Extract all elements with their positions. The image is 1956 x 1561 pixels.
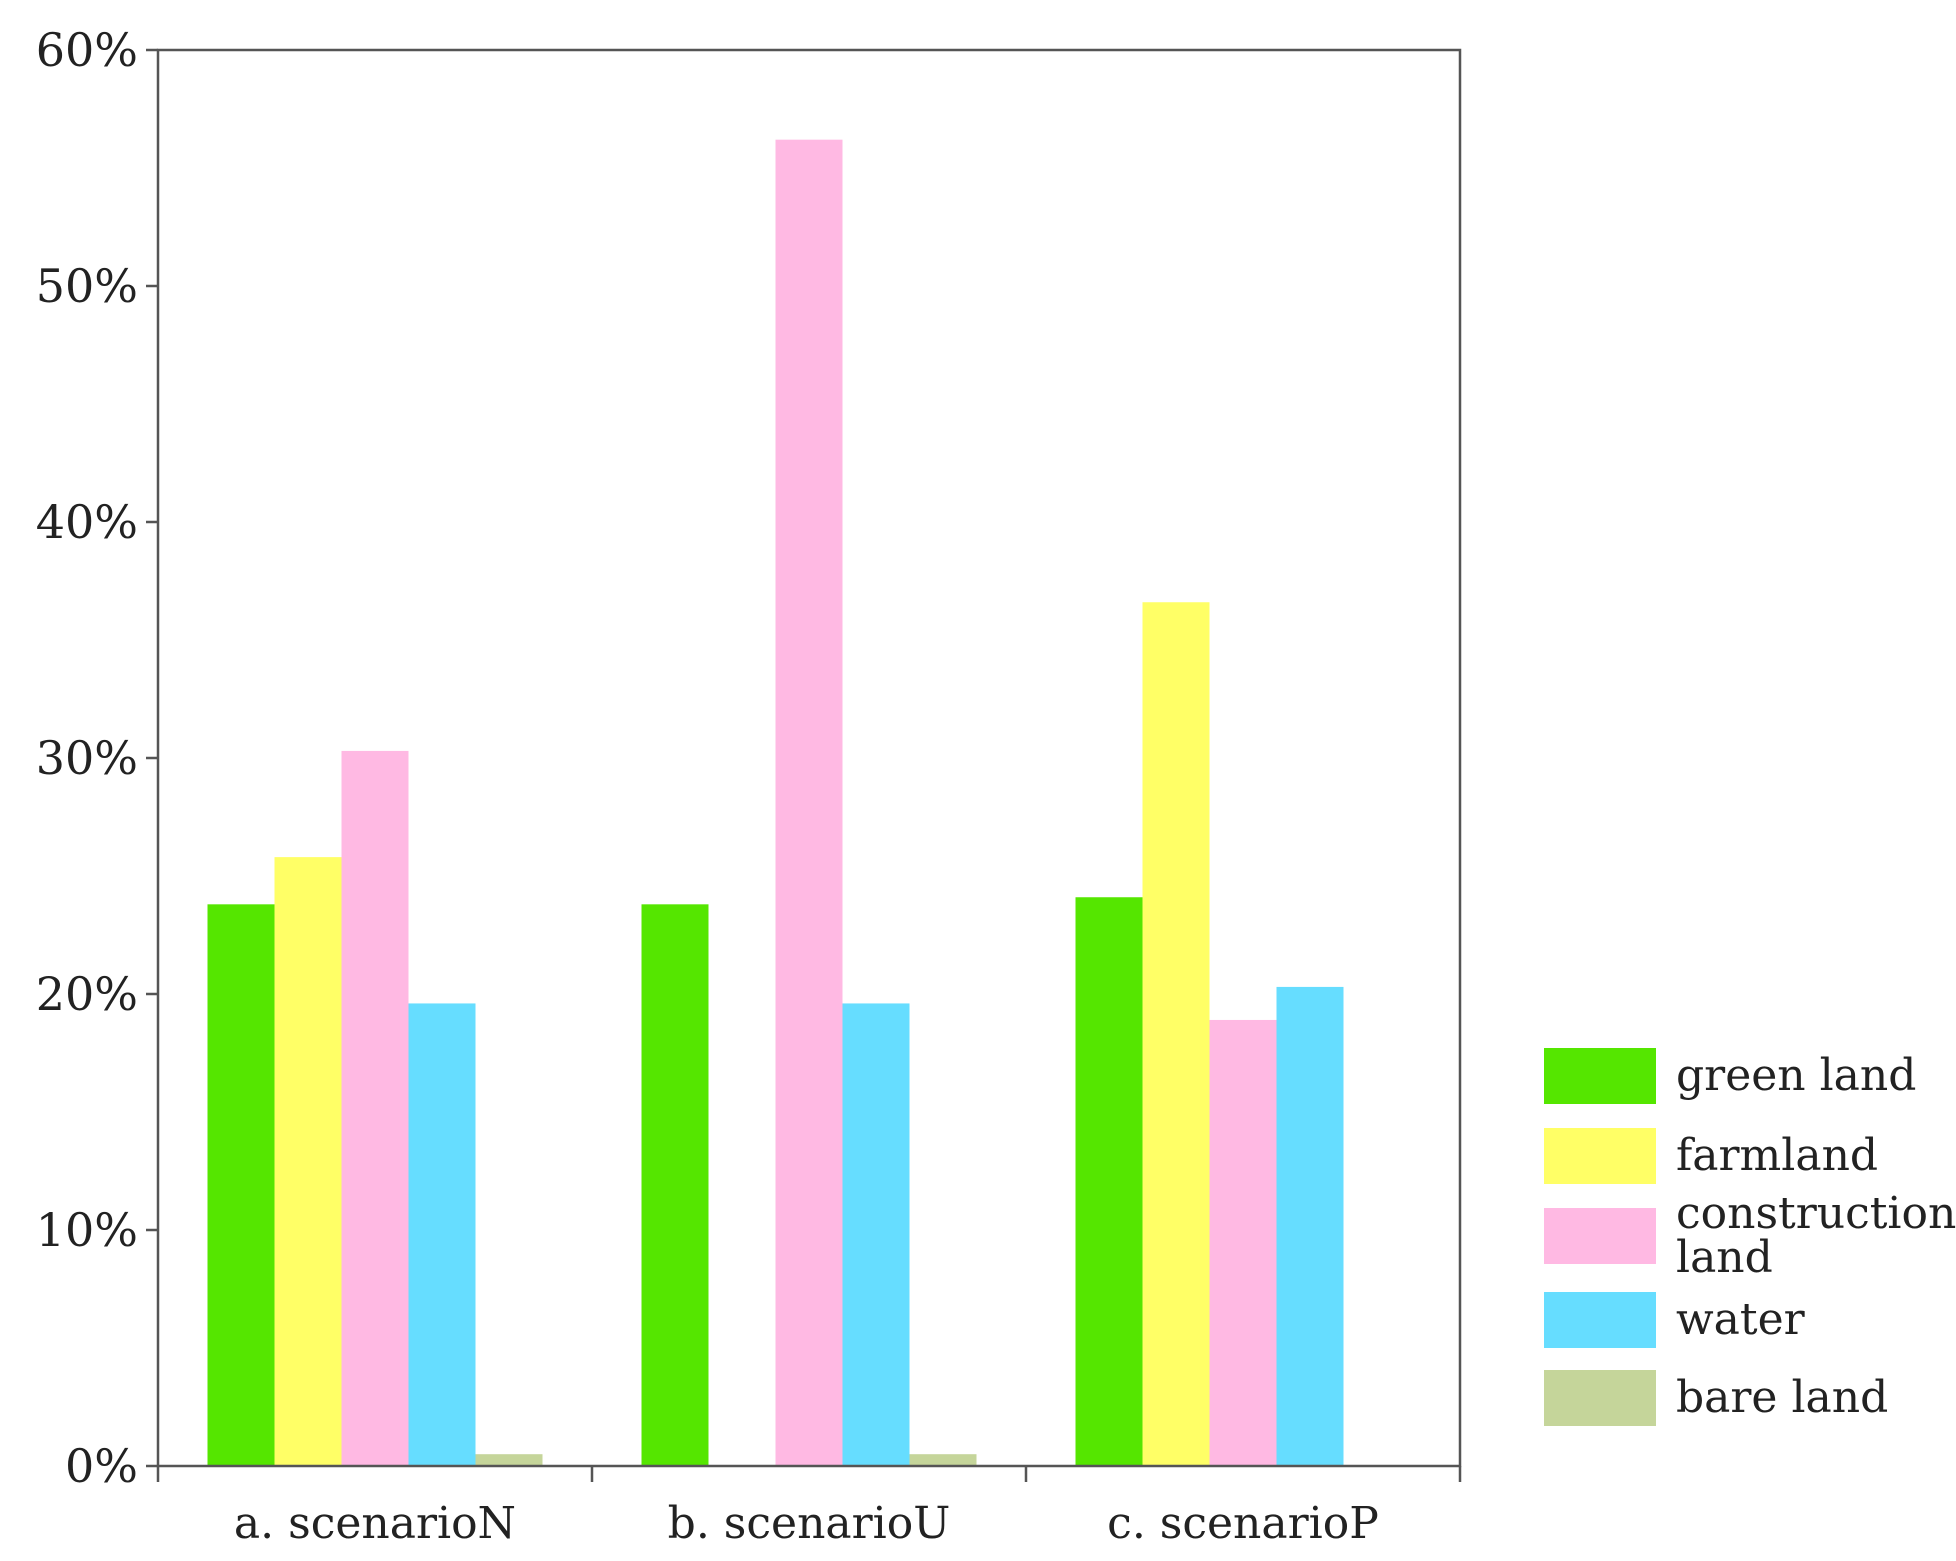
y-tick-label: 50% [36, 259, 138, 313]
bars-group [207, 139, 1344, 1467]
bar [408, 1003, 476, 1466]
y-tick-label: 60% [36, 23, 138, 77]
bar [1075, 897, 1143, 1466]
legend-label: construction [1676, 1188, 1956, 1239]
bar [475, 1454, 543, 1466]
legend-label: farmland [1676, 1130, 1878, 1181]
bar [909, 1454, 977, 1466]
bar [274, 857, 342, 1466]
bar [842, 1003, 910, 1466]
bar [1209, 1019, 1277, 1466]
y-tick-label: 10% [36, 1203, 138, 1257]
y-tick-label: 30% [36, 731, 138, 785]
legend-label: green land [1676, 1050, 1916, 1101]
legend-swatch [1544, 1128, 1656, 1184]
bar [207, 904, 275, 1466]
bar [641, 904, 709, 1466]
legend-swatch [1544, 1048, 1656, 1104]
x-category-label: b. scenarioU [668, 1498, 951, 1549]
x-category-label: a. scenarioN [234, 1498, 516, 1549]
y-tick-label: 40% [36, 495, 138, 549]
y-tick-label: 20% [36, 967, 138, 1021]
legend-swatch [1544, 1292, 1656, 1348]
legend-label: land [1676, 1232, 1773, 1283]
bar [1142, 602, 1210, 1466]
x-category-label: c. scenarioP [1107, 1498, 1379, 1549]
y-ticks-group: 0% 10% 20% 30% 40% 50% 60% [36, 23, 158, 1493]
legend-label: bare land [1676, 1372, 1888, 1423]
bar [1276, 986, 1344, 1466]
legend-label: water [1676, 1294, 1806, 1345]
legend-swatch [1544, 1208, 1656, 1264]
bar [775, 139, 843, 1467]
legend-swatch [1544, 1370, 1656, 1426]
x-categories-group: a. scenarioN b. scenarioU c. scenarioP [156, 1466, 1462, 1549]
y-tick-label: 0% [65, 1439, 138, 1493]
bar [341, 750, 409, 1466]
